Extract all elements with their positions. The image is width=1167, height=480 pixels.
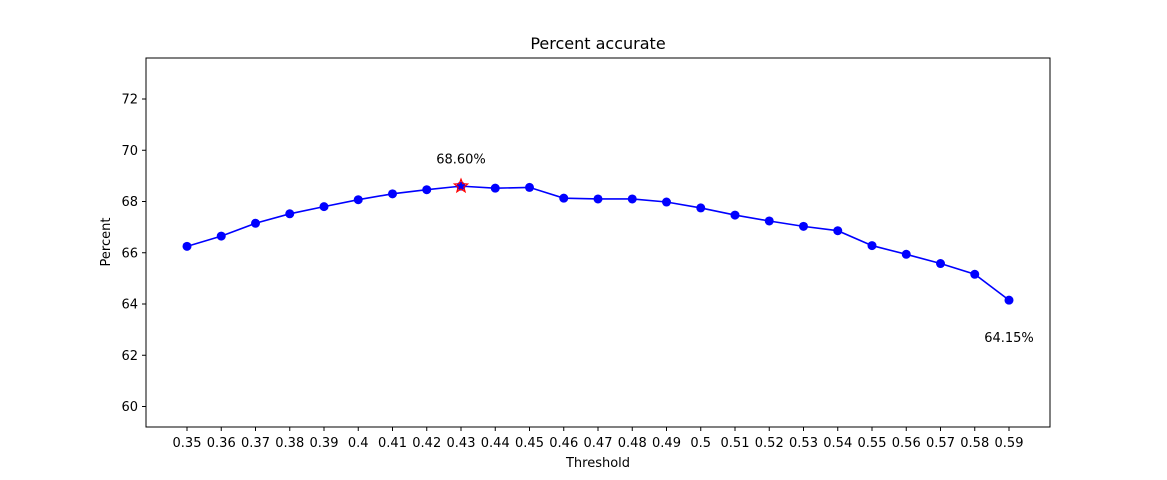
y-tick-label: 62 <box>121 349 138 364</box>
data-point <box>730 210 740 220</box>
x-tick-label: 0.44 <box>481 436 510 451</box>
data-point <box>593 194 603 204</box>
x-tick-label: 0.41 <box>378 436 407 451</box>
x-tick-label: 0.36 <box>207 436 236 451</box>
y-tick-label: 60 <box>121 400 138 415</box>
x-tick-label: 0.38 <box>275 436 304 451</box>
y-tick-label: 72 <box>121 93 138 108</box>
x-tick-label: 0.45 <box>515 436 544 451</box>
x-tick-label: 0.56 <box>892 436 921 451</box>
data-point <box>936 259 945 269</box>
y-axis: 60 62 64 66 68 70 72 <box>121 93 146 415</box>
data-annotation: 64.15% <box>984 331 1034 346</box>
data-point <box>764 216 774 226</box>
x-tick-label: 0.42 <box>412 436 441 451</box>
y-tick-label: 68 <box>121 195 138 210</box>
data-point <box>319 202 329 212</box>
data-point <box>353 195 363 205</box>
data-point <box>662 197 671 207</box>
data-point <box>799 221 808 231</box>
plot-area-frame <box>145 57 1051 428</box>
x-axis: 0.35 0.36 0.37 0.38 0.39 0.4 0.41 0.42 0.43 0.44 0… <box>173 427 1024 451</box>
x-tick-label: 0.43 <box>447 436 476 451</box>
x-tick-label: 0.49 <box>652 436 681 451</box>
x-tick-label: 0.55 <box>858 436 887 451</box>
x-tick-label: 0.46 <box>549 436 578 451</box>
data-point <box>216 231 226 241</box>
y-tick-label: 70 <box>121 144 138 159</box>
data-point <box>251 218 260 228</box>
x-tick-label: 0.47 <box>584 436 613 451</box>
y-tick-label: 64 <box>121 298 138 313</box>
x-tick-label: 0.52 <box>755 436 784 451</box>
data-point <box>696 203 706 213</box>
x-tick-label: 0.58 <box>960 436 989 451</box>
max-point-star-marker <box>452 177 470 194</box>
x-tick-label: 0.53 <box>789 436 818 451</box>
x-tick-label: 0.39 <box>310 436 339 451</box>
x-axis-label: Threshold <box>565 456 630 471</box>
data-point <box>559 193 569 203</box>
series-layer <box>182 177 1014 305</box>
data-point <box>182 241 192 251</box>
data-point <box>970 269 980 279</box>
data-point <box>422 185 432 195</box>
data-annotation: 68.60% <box>436 153 486 168</box>
x-tick-label: 0.4 <box>348 436 369 451</box>
data-point <box>285 209 295 219</box>
data-point <box>388 189 397 199</box>
data-point <box>1004 295 1014 305</box>
x-tick-label: 0.5 <box>690 436 711 451</box>
y-tick-label: 66 <box>121 246 138 261</box>
data-point <box>525 182 534 192</box>
x-tick-label: 0.37 <box>241 436 270 451</box>
x-tick-label: 0.35 <box>173 436 202 451</box>
data-point <box>627 194 637 204</box>
y-axis-label: Percent <box>99 218 114 267</box>
x-tick-label: 0.59 <box>995 436 1024 451</box>
x-tick-label: 0.57 <box>926 436 955 451</box>
x-tick-label: 0.48 <box>618 436 647 451</box>
data-point <box>490 183 500 193</box>
x-tick-label: 0.51 <box>721 436 750 451</box>
x-tick-label: 0.54 <box>823 436 852 451</box>
annotation-layer: 68.60% 64.15% <box>436 153 1034 346</box>
data-point <box>901 249 911 259</box>
data-point <box>833 226 843 236</box>
data-point <box>867 241 877 251</box>
chart-title: Percent accurate <box>530 34 665 53</box>
